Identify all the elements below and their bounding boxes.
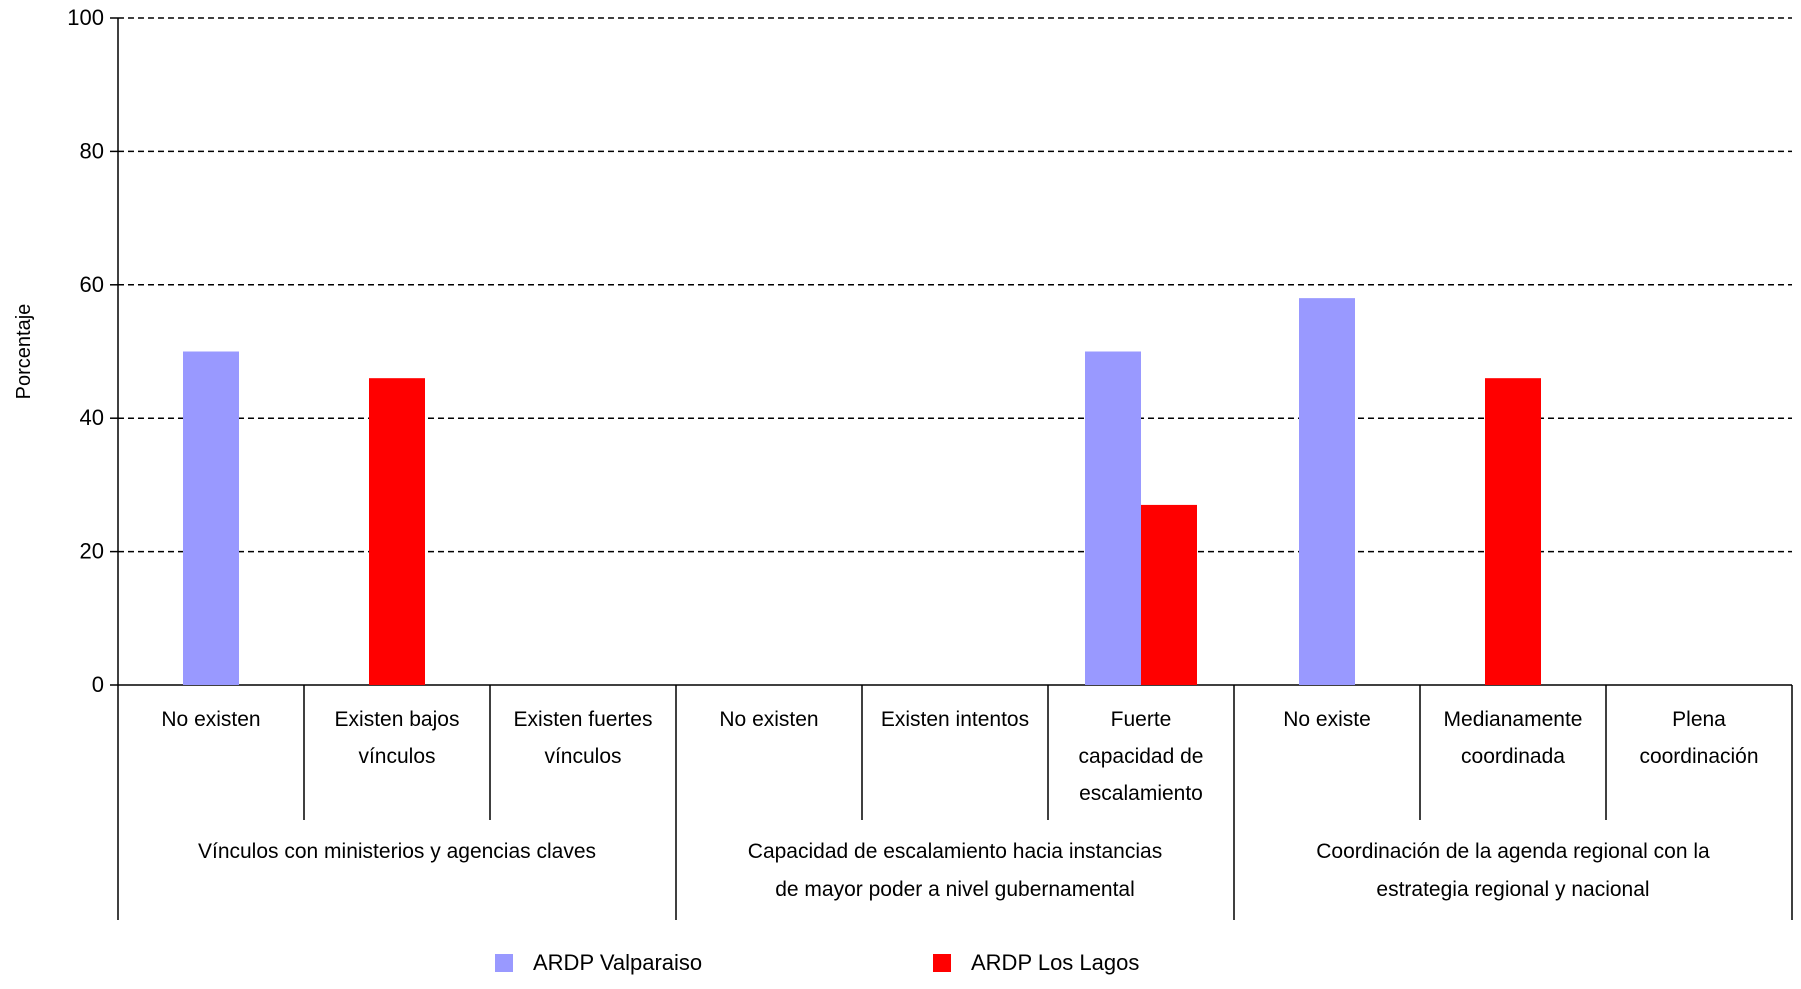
category-label: No existen [161,708,260,731]
category-label: No existen [719,708,818,731]
group-label: Vínculos con ministerios y agencias clav… [198,840,596,863]
group-label: Coordinación de la agenda regional con l… [1316,840,1710,863]
legend-item-los-lagos: ARDP Los Lagos [933,950,1139,976]
y-tick-label: 40 [80,405,104,430]
group-label: de mayor poder a nivel gubernamental [775,878,1135,901]
y-axis-label: Porcentaje [13,304,35,400]
category-label: coordinada [1461,745,1565,768]
bar-ardp-los-lagos-7 [1485,378,1541,685]
category-label: vínculos [544,745,621,768]
category-label: No existe [1283,708,1371,731]
group-label: Capacidad de escalamiento hacia instanci… [748,840,1162,863]
y-tick-label: 60 [80,272,104,297]
category-label: coordinación [1639,745,1758,768]
legend-swatch-valparaiso [495,954,513,972]
category-label: Plena [1672,708,1726,731]
y-tick-label: 20 [80,539,104,564]
category-label: Existen fuertes [514,708,653,731]
y-tick-label: 100 [67,5,104,30]
group-label: estrategia regional y nacional [1376,878,1649,901]
category-label: escalamiento [1079,782,1203,805]
y-tick-label: 80 [80,138,104,163]
category-label: vínculos [358,745,435,768]
category-label: Medianamente [1444,708,1583,731]
bar-ardp-los-lagos-1 [369,378,425,685]
bar-ardp-valparaiso-5 [1085,351,1141,685]
category-label: capacidad de [1079,745,1204,768]
y-tick-label: 0 [92,672,104,697]
bar-ardp-los-lagos-5 [1141,504,1197,685]
legend-item-valparaiso: ARDP Valparaiso [495,950,702,976]
category-label: Existen bajos [335,708,460,731]
category-label: Fuerte [1111,708,1172,731]
legend-label-los-lagos: ARDP Los Lagos [971,950,1140,975]
category-label: Existen intentos [881,708,1029,731]
legend-swatch-los-lagos [933,954,951,972]
bar-ardp-valparaiso-6 [1299,298,1355,685]
legend-label-valparaiso: ARDP Valparaiso [533,950,703,975]
bar-ardp-valparaiso-0 [183,351,239,685]
